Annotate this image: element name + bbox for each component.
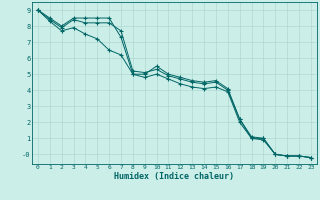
X-axis label: Humidex (Indice chaleur): Humidex (Indice chaleur) [115,172,234,181]
